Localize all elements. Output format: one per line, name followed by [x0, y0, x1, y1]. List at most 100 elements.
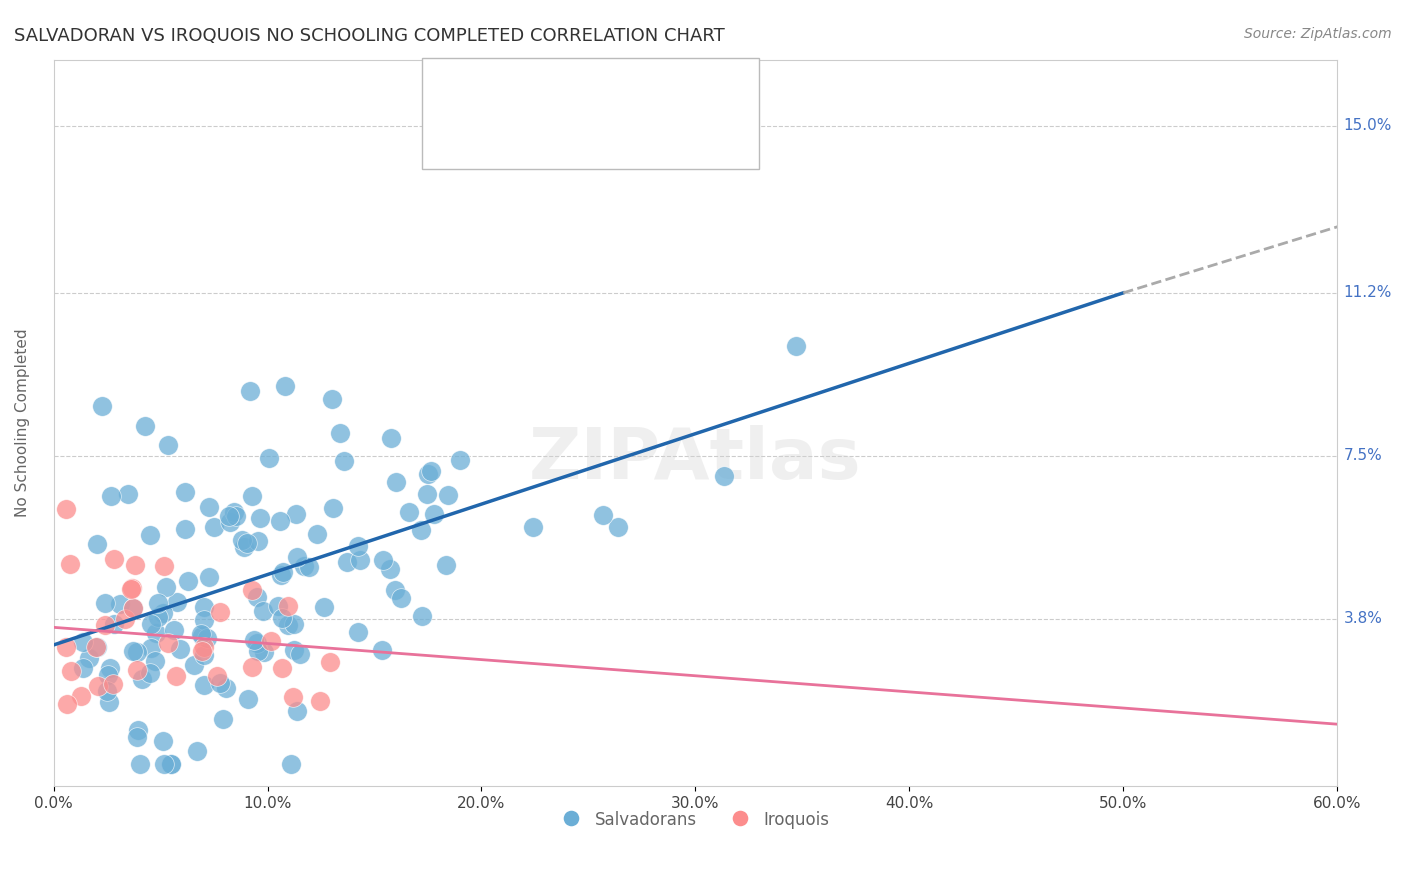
Point: [139, 640, 162, 655]
Point: [148, 596, 170, 610]
Point: [240, 660, 263, 674]
Point: [205, 669, 228, 683]
Point: [259, 633, 281, 648]
Point: [191, 629, 214, 643]
Point: [349, 553, 371, 567]
Point: [77, 651, 100, 665]
Point: [436, 488, 458, 502]
Point: [156, 438, 179, 452]
Point: [152, 734, 174, 748]
Point: [384, 582, 406, 597]
Point: [247, 644, 270, 658]
Point: [322, 501, 344, 516]
Point: [266, 599, 288, 614]
Point: [273, 379, 295, 393]
Point: [215, 681, 238, 696]
Point: [190, 627, 212, 641]
Point: [312, 599, 335, 614]
Point: [389, 591, 412, 605]
Point: [193, 677, 215, 691]
Point: [285, 704, 308, 718]
Point: [139, 666, 162, 681]
Point: [59, 664, 82, 678]
Text: SALVADORAN VS IROQUOIS NO SCHOOLING COMPLETED CORRELATION CHART: SALVADORAN VS IROQUOIS NO SCHOOLING COMP…: [14, 27, 725, 45]
Point: [159, 756, 181, 771]
Point: [252, 604, 274, 618]
Point: [283, 617, 305, 632]
Point: [271, 611, 294, 625]
Point: [283, 690, 305, 705]
Point: [212, 712, 235, 726]
Point: [243, 633, 266, 648]
Text: R = -0.254   N =  32: R = -0.254 N = 32: [478, 127, 671, 141]
Point: [419, 464, 441, 478]
Point: [193, 599, 215, 614]
Point: [148, 610, 170, 624]
Point: [285, 507, 308, 521]
Point: [152, 559, 174, 574]
Point: [232, 540, 254, 554]
Point: [121, 582, 143, 596]
Point: [176, 574, 198, 588]
Point: [97, 695, 120, 709]
Text: 3.8%: 3.8%: [1344, 611, 1382, 626]
Point: [124, 558, 146, 572]
Point: [269, 514, 291, 528]
Point: [384, 475, 406, 489]
Point: [785, 339, 807, 353]
Point: [86, 640, 108, 654]
Point: [165, 669, 187, 683]
Point: [434, 558, 457, 573]
Point: [380, 431, 402, 445]
Point: [253, 644, 276, 658]
Point: [134, 419, 156, 434]
Point: [193, 648, 215, 663]
Point: [131, 673, 153, 687]
Point: [87, 679, 110, 693]
Point: [292, 559, 315, 574]
Point: [283, 642, 305, 657]
Point: [225, 508, 247, 523]
Point: [321, 392, 343, 406]
Point: [242, 489, 264, 503]
Point: [449, 453, 471, 467]
Point: [174, 485, 197, 500]
Point: [333, 454, 356, 468]
Point: [117, 487, 139, 501]
Text: 15.0%: 15.0%: [1344, 118, 1392, 133]
Point: [145, 654, 167, 668]
Point: [318, 655, 340, 669]
Point: [103, 677, 125, 691]
Point: [271, 661, 294, 675]
Point: [114, 612, 136, 626]
Point: [183, 657, 205, 672]
Point: [347, 540, 370, 554]
Point: [120, 582, 142, 596]
Point: [257, 450, 280, 465]
Point: [97, 667, 120, 681]
Point: [59, 557, 82, 571]
Point: [152, 606, 174, 620]
Point: [378, 562, 401, 576]
Point: [209, 676, 232, 690]
Point: [288, 647, 311, 661]
Point: [129, 756, 152, 771]
Point: [280, 756, 302, 771]
Point: [169, 642, 191, 657]
Point: [70, 689, 93, 703]
Point: [94, 597, 117, 611]
Point: [236, 536, 259, 550]
Point: [193, 613, 215, 627]
Point: [125, 731, 148, 745]
Point: [155, 580, 177, 594]
Point: [285, 549, 308, 564]
Point: [103, 617, 125, 632]
Point: [198, 500, 221, 514]
Point: [195, 632, 218, 646]
Point: [94, 617, 117, 632]
Point: [270, 568, 292, 582]
Point: [246, 636, 269, 650]
Point: [247, 533, 270, 548]
Legend: Salvadorans, Iroquois: Salvadorans, Iroquois: [554, 804, 837, 836]
Point: [202, 520, 225, 534]
